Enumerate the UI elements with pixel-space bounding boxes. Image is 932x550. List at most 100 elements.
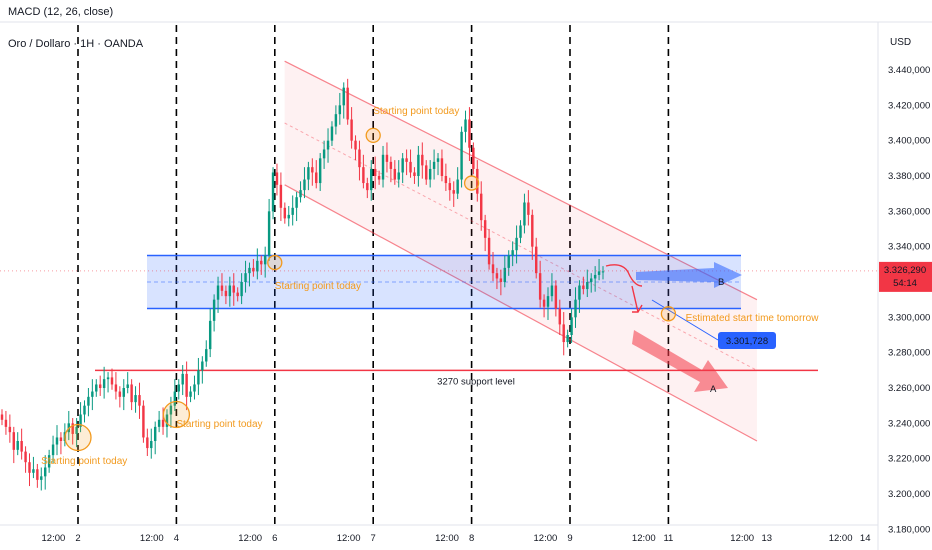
candle[interactable] — [456, 179, 459, 194]
candle[interactable] — [480, 193, 483, 221]
candle[interactable] — [91, 391, 94, 397]
candle[interactable] — [542, 299, 546, 307]
candle[interactable] — [373, 168, 377, 176]
candle[interactable] — [189, 391, 192, 397]
candle[interactable] — [275, 172, 279, 185]
candle[interactable] — [535, 246, 538, 274]
channel-lower-line[interactable] — [284, 184, 758, 442]
candle[interactable] — [389, 161, 393, 169]
candle[interactable] — [578, 285, 581, 300]
candle[interactable] — [95, 384, 98, 392]
currency-label[interactable]: USD — [890, 37, 912, 48]
annotation-marker[interactable] — [162, 400, 191, 429]
candle[interactable] — [558, 308, 562, 325]
candle[interactable] — [118, 391, 122, 397]
candle[interactable] — [381, 154, 385, 180]
candle[interactable] — [165, 414, 169, 427]
candle[interactable] — [138, 395, 141, 406]
candle[interactable] — [405, 158, 408, 162]
candle[interactable] — [311, 167, 314, 173]
candle[interactable] — [185, 373, 188, 397]
annotation-marker[interactable] — [365, 127, 381, 144]
candle[interactable] — [126, 384, 129, 388]
candle[interactable] — [287, 214, 290, 219]
candle[interactable] — [425, 165, 428, 180]
candle[interactable] — [256, 260, 259, 272]
candle[interactable] — [507, 255, 510, 268]
candle[interactable] — [562, 324, 565, 343]
candle[interactable] — [201, 361, 204, 371]
candle[interactable] — [59, 437, 63, 441]
candle[interactable] — [8, 426, 12, 433]
symbol-title[interactable]: Oro / Dollaro · 1H · OANDA — [8, 38, 144, 50]
candle[interactable] — [79, 414, 82, 427]
candle[interactable] — [212, 299, 216, 321]
candle[interactable] — [173, 391, 177, 406]
candle[interactable] — [315, 172, 318, 184]
candle[interactable] — [307, 167, 310, 180]
candle[interactable] — [362, 167, 365, 184]
candle[interactable] — [393, 168, 397, 180]
candle[interactable] — [597, 271, 601, 275]
current-price-badge[interactable] — [879, 261, 932, 292]
candle[interactable] — [342, 87, 345, 106]
candle[interactable] — [28, 462, 31, 473]
candle[interactable] — [299, 190, 302, 198]
candle[interactable] — [330, 126, 334, 141]
candle[interactable] — [51, 444, 55, 456]
candle[interactable] — [75, 426, 78, 434]
candle[interactable] — [130, 384, 133, 403]
candle[interactable] — [523, 202, 526, 226]
candle[interactable] — [436, 158, 440, 162]
candle[interactable] — [122, 388, 125, 397]
candle[interactable] — [546, 296, 550, 307]
candle[interactable] — [538, 273, 542, 300]
candle[interactable] — [150, 441, 153, 449]
candle[interactable] — [428, 168, 432, 180]
channel-upper-line[interactable] — [284, 60, 758, 301]
candle[interactable] — [32, 469, 35, 473]
candle[interactable] — [448, 183, 452, 191]
candle[interactable] — [487, 237, 491, 265]
candle[interactable] — [566, 335, 569, 343]
candle[interactable] — [582, 285, 585, 290]
candle[interactable] — [515, 237, 518, 251]
candle[interactable] — [169, 405, 173, 415]
candle[interactable] — [98, 384, 102, 388]
candle[interactable] — [554, 285, 558, 309]
arrow-b[interactable] — [636, 262, 742, 288]
candle[interactable] — [271, 172, 275, 212]
candle[interactable] — [338, 105, 342, 115]
candle[interactable] — [413, 172, 416, 176]
candle[interactable] — [303, 179, 306, 191]
candle[interactable] — [0, 414, 4, 420]
candle[interactable] — [460, 131, 463, 180]
candle[interactable] — [409, 161, 412, 173]
candle[interactable] — [318, 158, 322, 184]
candle[interactable] — [16, 441, 19, 450]
candle[interactable] — [4, 419, 8, 427]
candle[interactable] — [157, 419, 161, 427]
candle[interactable] — [531, 214, 534, 247]
candle[interactable] — [593, 274, 597, 279]
candle[interactable] — [102, 379, 106, 388]
candle[interactable] — [142, 405, 145, 438]
candle[interactable] — [334, 114, 338, 127]
candle[interactable] — [248, 267, 251, 274]
candle[interactable] — [476, 168, 479, 194]
candle[interactable] — [499, 278, 503, 282]
candle[interactable] — [464, 119, 467, 132]
annotation-marker[interactable] — [267, 254, 283, 271]
candle[interactable] — [417, 154, 420, 176]
candle[interactable] — [550, 285, 554, 297]
candle[interactable] — [350, 119, 353, 141]
candle[interactable] — [106, 377, 110, 380]
candle[interactable] — [83, 405, 86, 415]
candle[interactable] — [205, 349, 208, 362]
candle[interactable] — [483, 220, 487, 238]
candle[interactable] — [153, 426, 157, 441]
candle[interactable] — [354, 140, 357, 150]
candle[interactable] — [358, 149, 361, 168]
candle[interactable] — [244, 273, 247, 282]
